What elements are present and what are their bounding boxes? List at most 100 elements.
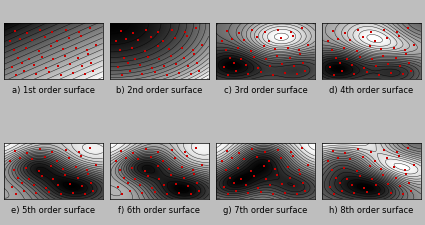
Point xyxy=(298,27,305,31)
Point xyxy=(391,47,397,50)
Point xyxy=(156,58,163,61)
Point xyxy=(356,56,363,59)
Point xyxy=(28,158,35,162)
Point xyxy=(169,29,176,33)
Point xyxy=(327,185,334,189)
Point xyxy=(270,74,277,77)
Point xyxy=(295,49,302,53)
Point xyxy=(224,149,230,153)
Point xyxy=(400,73,406,77)
Point xyxy=(388,191,395,195)
Point xyxy=(38,175,45,178)
Point xyxy=(242,183,249,187)
Point xyxy=(118,30,125,34)
Point xyxy=(411,164,417,167)
Point xyxy=(291,184,298,188)
Point xyxy=(260,45,267,49)
Point xyxy=(190,173,197,176)
Point xyxy=(366,165,373,168)
Point xyxy=(173,182,180,186)
Point xyxy=(248,148,255,151)
Point xyxy=(367,150,374,154)
Point xyxy=(373,65,380,68)
Point xyxy=(131,58,138,62)
Point xyxy=(219,40,226,43)
Point xyxy=(20,70,27,74)
Point xyxy=(261,31,268,34)
Point xyxy=(223,49,230,52)
Text: g) 7th order surface: g) 7th order surface xyxy=(223,205,308,214)
Point xyxy=(333,176,340,180)
Point xyxy=(291,65,298,69)
Point xyxy=(63,148,70,152)
Point xyxy=(168,54,175,58)
Point xyxy=(156,177,163,181)
Point xyxy=(279,63,286,67)
Point xyxy=(366,45,373,49)
Point xyxy=(136,183,143,187)
Point xyxy=(60,167,67,171)
Point xyxy=(193,181,200,184)
Point xyxy=(17,157,23,160)
Text: e) 5th order surface: e) 5th order surface xyxy=(11,205,96,214)
Point xyxy=(270,193,277,196)
Text: f) 6th order surface: f) 6th order surface xyxy=(119,205,201,214)
Point xyxy=(232,189,239,193)
Point xyxy=(7,40,14,43)
Point xyxy=(35,169,42,173)
Point xyxy=(54,159,61,163)
Point xyxy=(67,63,74,67)
Point xyxy=(295,169,302,172)
Point xyxy=(235,151,242,155)
Point xyxy=(198,44,205,48)
Point xyxy=(119,74,125,77)
Point xyxy=(89,70,96,73)
Point xyxy=(42,67,49,70)
Point xyxy=(327,66,334,69)
Point xyxy=(115,66,122,69)
Point xyxy=(79,184,85,188)
Point xyxy=(48,45,55,49)
Point xyxy=(235,47,241,51)
Point xyxy=(248,29,255,32)
Point xyxy=(346,39,353,42)
Point xyxy=(300,181,306,184)
Point xyxy=(335,157,342,160)
Point xyxy=(92,44,99,48)
Point xyxy=(75,57,82,60)
Point xyxy=(168,174,175,177)
Point xyxy=(184,65,191,69)
Point xyxy=(117,168,124,172)
Point xyxy=(300,62,306,65)
Point xyxy=(285,166,292,169)
Point xyxy=(41,36,48,40)
Point xyxy=(339,70,346,74)
Point xyxy=(36,148,43,151)
Point xyxy=(244,192,251,195)
Point xyxy=(330,149,337,153)
Point xyxy=(340,47,347,51)
Point xyxy=(275,148,282,152)
Point xyxy=(54,40,61,43)
Point xyxy=(151,191,158,194)
Text: h) 8th order surface: h) 8th order surface xyxy=(329,205,414,214)
Point xyxy=(131,178,138,181)
Point xyxy=(333,57,340,60)
Point xyxy=(83,49,90,53)
Point xyxy=(402,53,409,57)
Point xyxy=(405,62,412,65)
Point xyxy=(127,70,133,74)
Point xyxy=(402,49,408,53)
Point xyxy=(14,176,21,180)
Point xyxy=(128,166,135,170)
Point xyxy=(26,178,32,181)
Point xyxy=(294,73,300,77)
Point xyxy=(354,29,361,32)
Point xyxy=(172,156,178,160)
Point xyxy=(223,168,230,172)
Point xyxy=(363,191,370,194)
Point xyxy=(294,192,300,196)
Point xyxy=(26,58,32,62)
Point xyxy=(231,62,238,66)
Point xyxy=(121,176,128,180)
